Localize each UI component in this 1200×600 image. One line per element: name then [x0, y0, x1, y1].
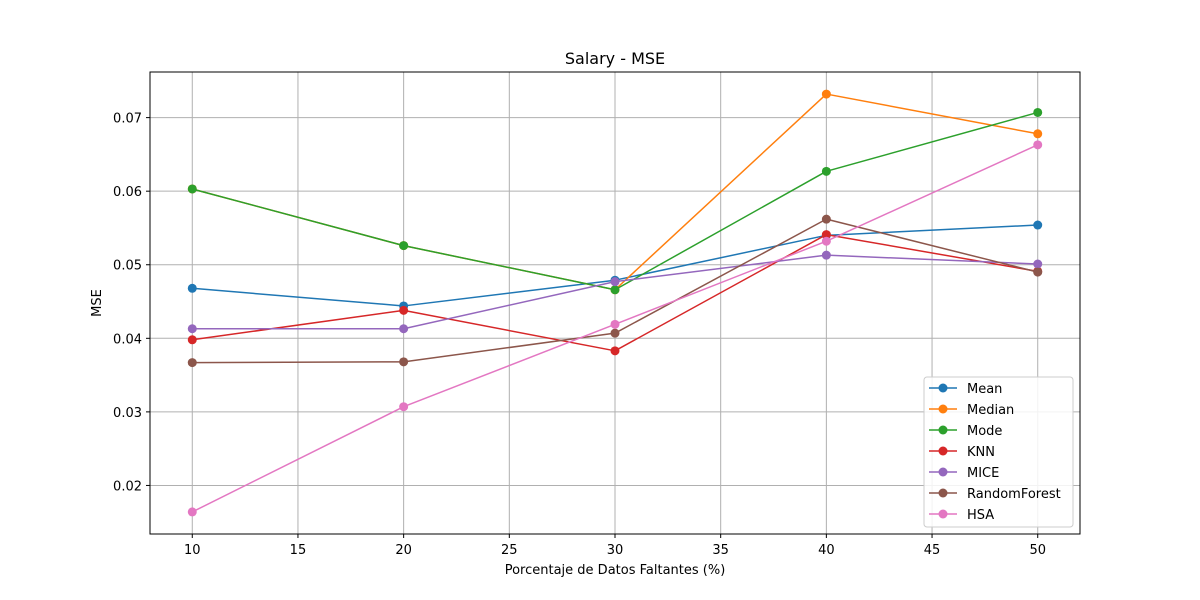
series-knn — [187, 230, 1043, 356]
legend-marker-mode — [938, 425, 948, 435]
y-tick-label: 0.07 — [113, 112, 142, 127]
legend-item-knn: KNN — [929, 445, 995, 460]
legend-marker-knn — [938, 446, 948, 456]
data-point-knn — [821, 230, 831, 240]
data-point-randomforest — [610, 328, 620, 338]
data-point-median — [821, 89, 831, 99]
y-tick-label: 0.03 — [113, 406, 142, 421]
legend-label-randomforest: RandomForest — [967, 487, 1061, 502]
legend-marker-randomforest — [938, 488, 948, 498]
data-point-mean — [1033, 220, 1043, 230]
legend-box — [923, 376, 1074, 528]
data-point-mode — [821, 166, 831, 176]
series-layer — [187, 89, 1043, 517]
data-point-mice — [187, 324, 197, 334]
x-tick-label: 45 — [924, 543, 941, 558]
x-tick-label: 10 — [184, 543, 201, 558]
data-point-mice — [1033, 259, 1043, 269]
legend-label-median: Median — [967, 403, 1014, 418]
data-point-randomforest — [821, 214, 831, 224]
series-hsa — [187, 140, 1043, 517]
data-point-knn — [399, 305, 409, 315]
legend-marker-mice — [938, 467, 948, 477]
legend-label-mode: Mode — [967, 424, 1002, 439]
legend-item-mice: MICE — [929, 466, 999, 481]
x-tick-label: 50 — [1029, 543, 1046, 558]
data-point-median — [1033, 129, 1043, 139]
legend-label-hsa: HSA — [967, 508, 994, 523]
y-tick-label: 0.06 — [113, 185, 142, 200]
legend-marker-hsa — [938, 509, 948, 519]
data-point-hsa — [399, 402, 409, 412]
data-point-knn — [610, 346, 620, 356]
x-tick-label: 15 — [290, 543, 307, 558]
data-point-mice — [821, 250, 831, 260]
y-tick-label: 0.05 — [113, 259, 142, 274]
data-point-mode — [399, 241, 409, 251]
data-point-hsa — [187, 507, 197, 517]
legend-item-mode: Mode — [929, 424, 1002, 439]
series-randomforest — [187, 214, 1043, 368]
legend: Mean Median Mode KNN MICE RandomForest HSA — [923, 376, 1074, 528]
x-tick-label: 20 — [395, 543, 412, 558]
x-tick-label: 25 — [501, 543, 518, 558]
x-tick-label: 40 — [818, 543, 835, 558]
data-point-hsa — [821, 236, 831, 246]
x-axis: 10 15 20 25 30 35 40 45 50 — [184, 534, 1046, 558]
legend-marker-median — [938, 404, 948, 414]
legend-item-median: Median — [929, 403, 1014, 418]
data-point-randomforest — [399, 357, 409, 367]
y-axis-title: MSE — [90, 289, 105, 317]
data-point-randomforest — [1033, 267, 1043, 277]
legend-label-mice: MICE — [967, 466, 999, 481]
data-point-hsa — [610, 319, 620, 329]
data-point-mice — [399, 324, 409, 334]
chart-title: Salary - MSE — [565, 49, 665, 68]
legend-label-mean: Mean — [967, 382, 1002, 397]
data-point-mode — [187, 184, 197, 194]
data-point-mode — [1033, 107, 1043, 117]
legend-item-randomforest: RandomForest — [929, 487, 1061, 502]
data-point-randomforest — [187, 358, 197, 368]
data-point-knn — [187, 335, 197, 345]
legend-marker-mean — [938, 383, 948, 393]
data-point-mice — [610, 277, 620, 287]
data-point-hsa — [1033, 140, 1043, 150]
legend-item-hsa: HSA — [929, 508, 994, 523]
x-tick-label: 30 — [607, 543, 624, 558]
legend-item-mean: Mean — [929, 382, 1002, 397]
series-mode — [187, 107, 1043, 295]
data-point-mode — [610, 285, 620, 295]
x-axis-title: Porcentaje de Datos Faltantes (%) — [505, 563, 726, 578]
x-tick-label: 35 — [712, 543, 729, 558]
y-axis: 0.02 0.03 0.04 0.05 0.06 0.07 — [113, 112, 150, 494]
data-point-mean — [187, 283, 197, 293]
y-tick-label: 0.02 — [113, 479, 142, 494]
legend-label-knn: KNN — [967, 445, 995, 460]
series-mice — [187, 250, 1043, 334]
y-tick-label: 0.04 — [113, 332, 142, 347]
